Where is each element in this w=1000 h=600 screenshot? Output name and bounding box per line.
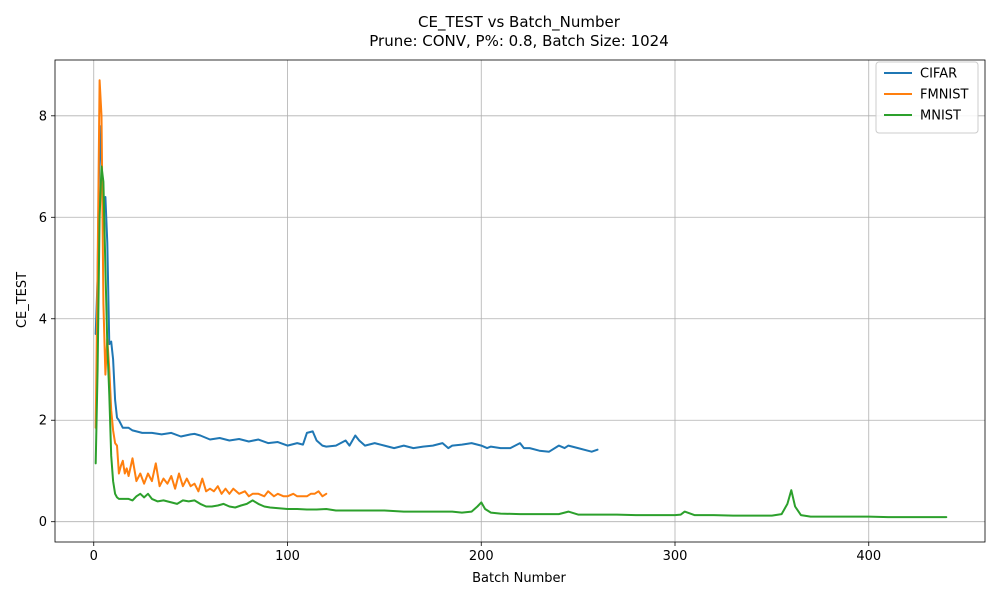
x-tick-label: 200 [469,549,494,564]
chart-subtitle: Prune: CONV, P%: 0.8, Batch Size: 1024 [369,32,669,50]
ticks: 0 100 200 300 400 0 2 4 6 8 [39,109,881,564]
series-line-fmnist [94,79,328,498]
legend-label-fmnist: FMNIST [920,88,969,103]
legend-label-mnist: MNIST [920,109,961,124]
grid [55,60,985,542]
series-line-cifar [94,125,599,453]
y-tick-label: 2 [39,414,47,429]
y-tick-label: 8 [39,109,47,124]
y-axis-label: CE_TEST [15,272,30,328]
legend: CIFAR FMNIST MNIST [875,61,979,134]
x-axis-label: Batch Number [472,571,566,586]
y-tick-label: 0 [39,515,47,530]
x-tick-label: 0 [90,549,98,564]
x-tick-label: 400 [856,549,881,564]
legend-label-cifar: CIFAR [920,67,957,82]
x-tick-label: 100 [275,549,300,564]
chart-title: CE_TEST vs Batch_Number [418,13,621,32]
y-tick-label: 4 [39,312,47,327]
series-group [94,79,948,519]
plot-frame [54,59,986,543]
y-tick-label: 6 [39,211,47,226]
series-line-mnist [94,165,948,519]
x-tick-label: 300 [663,549,688,564]
